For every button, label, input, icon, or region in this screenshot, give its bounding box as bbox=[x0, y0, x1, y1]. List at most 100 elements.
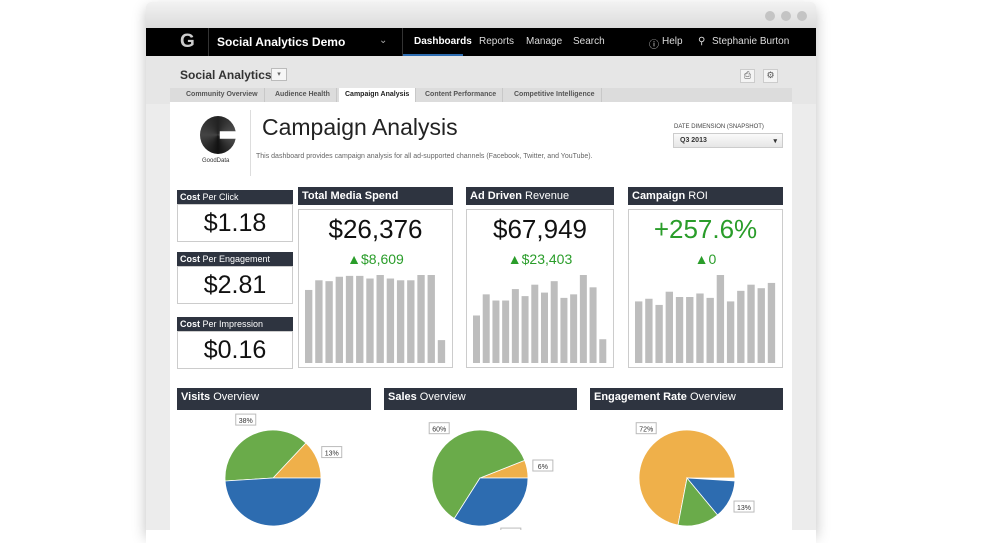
kpi-card: $0.16 bbox=[177, 331, 293, 369]
bar[interactable] bbox=[747, 284, 755, 363]
metric-change: ▲$23,403 bbox=[467, 251, 613, 267]
metric-card: +257.6% ▲0 bbox=[628, 209, 783, 368]
logo-caption: GoodData bbox=[202, 158, 230, 164]
panel-header: Ad Driven Revenue bbox=[466, 187, 614, 205]
bar[interactable] bbox=[570, 294, 578, 363]
chevron-down-icon[interactable]: ⌄ bbox=[379, 35, 388, 46]
project-title[interactable]: Social Analytics Demo bbox=[217, 35, 346, 49]
bar[interactable] bbox=[473, 315, 480, 363]
bar[interactable] bbox=[716, 275, 725, 363]
bar[interactable] bbox=[655, 304, 663, 363]
top-nav: G Social Analytics Demo ⌄ Dashboards Rep… bbox=[146, 28, 816, 56]
bar[interactable] bbox=[635, 301, 643, 363]
bar[interactable] bbox=[427, 275, 435, 363]
bar[interactable] bbox=[665, 291, 673, 363]
bar[interactable] bbox=[706, 297, 714, 363]
window-dot[interactable] bbox=[765, 11, 775, 21]
bar[interactable] bbox=[325, 281, 333, 363]
bar[interactable] bbox=[541, 292, 548, 363]
pie-label-box bbox=[321, 446, 343, 459]
tab-community-overview[interactable]: Community Overview bbox=[180, 88, 265, 102]
bar[interactable] bbox=[560, 297, 568, 363]
help-link[interactable]: Help bbox=[662, 36, 683, 47]
up-arrow-icon: ▲ bbox=[347, 251, 362, 267]
kpi-card: $2.81 bbox=[177, 266, 293, 304]
bar[interactable] bbox=[550, 281, 558, 363]
up-arrow-icon: ▲ bbox=[507, 251, 522, 267]
bar[interactable] bbox=[386, 278, 395, 363]
bar[interactable] bbox=[305, 289, 313, 363]
metric-value: $26,376 bbox=[328, 214, 423, 244]
tab-campaign-analysis[interactable]: Campaign Analysis bbox=[339, 88, 417, 102]
kpi-card: $1.18 bbox=[177, 204, 293, 242]
dashboard-dropdown-button[interactable]: ▾ bbox=[271, 68, 287, 81]
bar[interactable] bbox=[531, 284, 539, 363]
gooddata-logo-icon bbox=[200, 116, 236, 154]
user-menu[interactable]: Stephanie Burton bbox=[712, 36, 790, 47]
user-icon: ⚲ bbox=[698, 36, 706, 47]
bar[interactable] bbox=[521, 296, 529, 363]
panel-header: Engagement Rate Overview bbox=[590, 388, 783, 410]
kpi-header: Cost Per Impression bbox=[177, 317, 293, 331]
pie-label: 13% bbox=[325, 451, 339, 458]
bar[interactable] bbox=[675, 297, 684, 363]
pie-slice[interactable] bbox=[224, 429, 307, 482]
panel-title-bold: Visits bbox=[181, 391, 211, 403]
print-icon[interactable]: ⎙ bbox=[740, 69, 755, 83]
window-dot[interactable] bbox=[781, 11, 791, 21]
tab-content-performance[interactable]: Content Performance bbox=[419, 88, 504, 102]
bar[interactable] bbox=[482, 294, 490, 363]
tab-audience-health[interactable]: Audience Health bbox=[269, 88, 337, 102]
bar[interactable] bbox=[645, 298, 653, 363]
bar[interactable] bbox=[502, 300, 510, 363]
settings-gear-icon[interactable]: ⚙ bbox=[763, 69, 778, 83]
bar[interactable] bbox=[737, 290, 745, 363]
kpi-header: Cost Per Click bbox=[177, 190, 293, 204]
bar[interactable] bbox=[579, 275, 587, 363]
pie-label-box bbox=[532, 459, 554, 472]
help-icon[interactable]: ⓘ bbox=[649, 40, 659, 51]
pie-label-box bbox=[635, 422, 657, 435]
bar[interactable] bbox=[396, 280, 405, 363]
bar[interactable] bbox=[589, 287, 597, 363]
nav-reports[interactable]: Reports bbox=[479, 36, 515, 47]
bar[interactable] bbox=[437, 340, 446, 363]
gooddata-logo-icon[interactable]: G bbox=[180, 31, 195, 52]
bar[interactable] bbox=[757, 288, 765, 363]
bar[interactable] bbox=[726, 301, 735, 363]
bar[interactable] bbox=[696, 293, 704, 363]
tab-competitive-intelligence[interactable]: Competitive Intelligence bbox=[508, 88, 602, 102]
pie-slice[interactable] bbox=[224, 477, 322, 527]
bar[interactable] bbox=[492, 300, 500, 363]
bar[interactable] bbox=[315, 280, 323, 363]
dashboard-tabs: Community Overview Audience Health Campa… bbox=[170, 88, 792, 102]
nav-search[interactable]: Search bbox=[573, 36, 605, 47]
bar[interactable] bbox=[345, 275, 354, 363]
pie-label: 13% bbox=[737, 505, 751, 512]
bar[interactable] bbox=[417, 275, 425, 363]
bar[interactable] bbox=[407, 280, 415, 363]
panel-title-rest: Revenue bbox=[521, 190, 570, 202]
bar[interactable] bbox=[366, 278, 374, 363]
window-dot[interactable] bbox=[797, 11, 807, 21]
bar[interactable] bbox=[376, 275, 384, 363]
panel-title-rest: Overview bbox=[416, 391, 466, 403]
panel-header: Campaign ROI bbox=[628, 187, 783, 205]
pie-slice[interactable] bbox=[431, 429, 526, 520]
pie-slice[interactable] bbox=[686, 477, 736, 516]
window-titlebar bbox=[146, 2, 816, 28]
bar[interactable] bbox=[511, 289, 519, 363]
nav-dashboards[interactable]: Dashboards bbox=[414, 36, 472, 47]
dashboard-name: Social Analytics bbox=[180, 68, 272, 82]
pie-slice[interactable] bbox=[453, 477, 529, 527]
kpi-title-rest: Per Engagement bbox=[200, 254, 271, 264]
nav-manage[interactable]: Manage bbox=[526, 36, 563, 47]
kpi-value: $2.81 bbox=[203, 271, 267, 299]
bar[interactable] bbox=[356, 275, 364, 363]
bar[interactable] bbox=[335, 276, 343, 363]
bar[interactable] bbox=[767, 282, 776, 363]
bar[interactable] bbox=[599, 339, 607, 363]
date-filter-dropdown[interactable]: Q3 2013 ▾ bbox=[673, 133, 783, 148]
metric-change-value: 0 bbox=[708, 251, 717, 267]
bar[interactable] bbox=[686, 297, 694, 363]
